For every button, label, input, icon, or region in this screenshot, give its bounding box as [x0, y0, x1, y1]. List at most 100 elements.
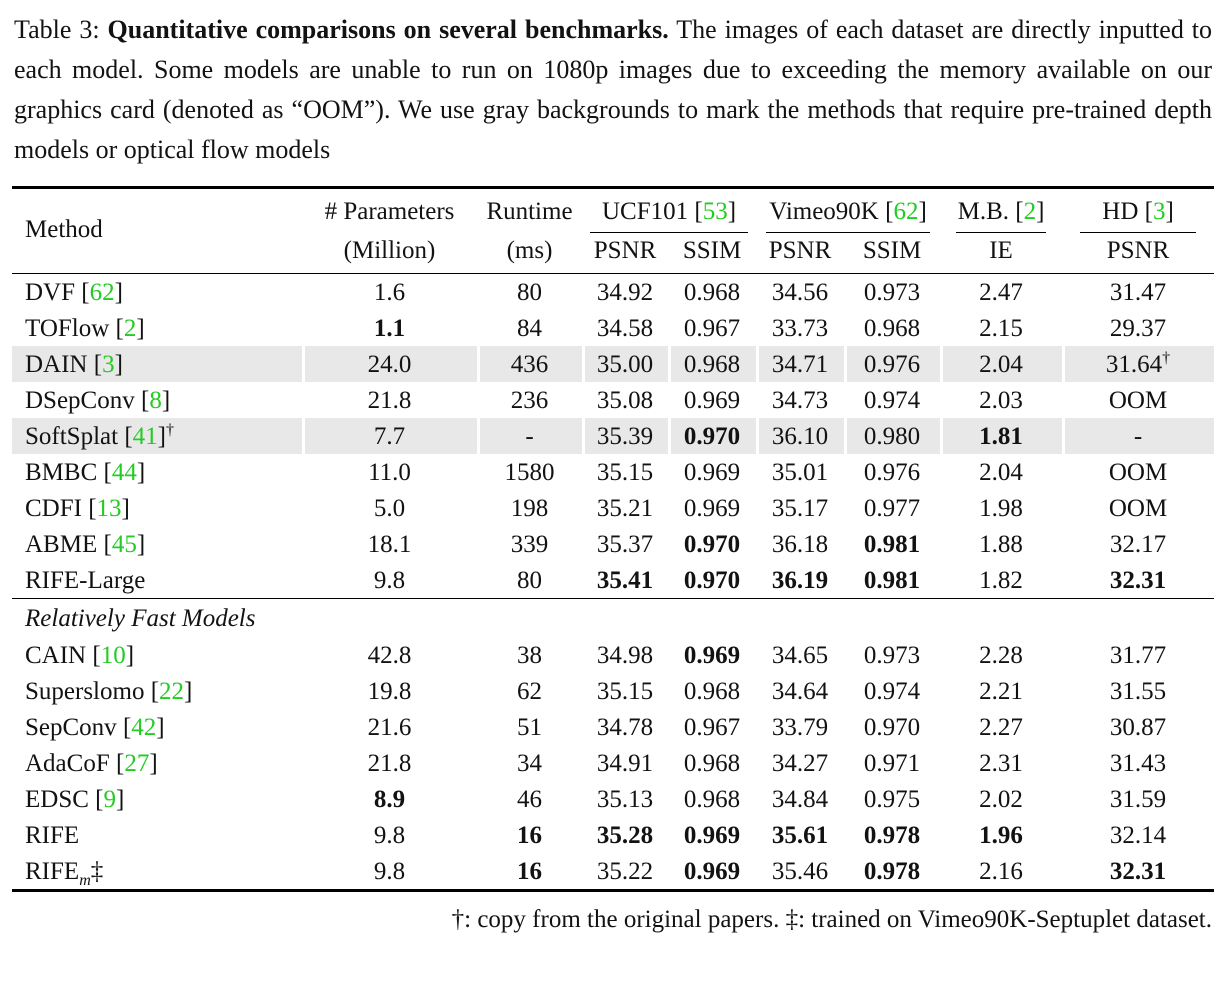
value-cell: 35.37	[596, 530, 654, 558]
method-cell: SoftSplat 41†	[12, 418, 302, 454]
value-cell: 2.31	[979, 749, 1023, 777]
value-cell: 2.47	[979, 278, 1023, 306]
method-name: DSepConv	[25, 386, 135, 414]
value-cell: 0.973	[863, 278, 921, 306]
method-name: RIFE	[25, 857, 80, 885]
value-cell: 30.87	[1109, 713, 1167, 741]
citation-link[interactable]: 44	[104, 459, 146, 486]
table-caption: Table 3: Quantitative comparisons on sev…	[14, 10, 1212, 170]
value-cell: 9.8	[373, 821, 406, 849]
method-name: SepConv	[25, 713, 117, 741]
value-cell: OOM	[1108, 458, 1168, 486]
citation-link[interactable]: 27	[116, 750, 158, 777]
value-cell: 35.22	[596, 857, 654, 885]
section-label: Relatively Fast Models	[12, 598, 1215, 637]
table-row: DVF 62 1.6 80 34.92 0.968 34.56 0.973 2.47 31.47	[12, 274, 1214, 311]
value-cell: 198	[510, 494, 549, 522]
value-cell: 35.41	[596, 566, 654, 594]
value-cell: 51	[517, 713, 542, 741]
benchmark-table: Method # Parameters Runtime UCF101 53 Vi…	[12, 186, 1215, 892]
value-cell: 0.969	[683, 458, 741, 486]
value-cell: 5.0	[373, 494, 406, 522]
value-cell: 34.98	[596, 641, 654, 669]
citation-link[interactable]: 9	[95, 786, 124, 813]
table-body: DVF 62 1.6 80 34.92 0.968 34.56 0.973 2.47 31.47…	[12, 274, 1215, 891]
citation-link[interactable]: 62	[885, 198, 927, 225]
value-cell: 34.65	[771, 641, 829, 669]
value-cell: 34	[517, 749, 542, 777]
value-cell: 1.96	[979, 821, 1023, 849]
value-cell: 35.28	[596, 821, 654, 849]
citation-link[interactable]: 8	[141, 387, 170, 414]
method-cell: DAIN 3	[12, 346, 302, 382]
value-cell: 0.969	[683, 386, 741, 414]
value-cell: 0.968	[683, 278, 741, 306]
table-row: SepConv 42 21.6 51 34.78 0.967 33.79 0.970 2.27…	[12, 709, 1214, 745]
value-cell: 34.78	[596, 713, 654, 741]
value-cell: 35.21	[596, 494, 654, 522]
value-cell: 35.61	[771, 821, 829, 849]
method-cell: Superslomo 22	[12, 673, 302, 709]
col-subheader-million: (Million)	[302, 235, 477, 274]
value-cell: 80	[517, 566, 542, 594]
method-cell: AdaCoF 27	[12, 745, 302, 781]
value-cell: 34.73	[771, 386, 829, 414]
method-cell: BMBC 44	[12, 454, 302, 490]
value-cell: -	[477, 418, 582, 454]
value-cell: 21.8	[367, 749, 412, 777]
citation-link[interactable]: 53	[694, 198, 736, 225]
dataset-name: M.B.	[957, 198, 1010, 225]
citation-link[interactable]: 62	[81, 279, 123, 306]
citation-link[interactable]: 10	[92, 642, 134, 669]
citation-link[interactable]: 3	[1145, 198, 1174, 225]
col-subheader-ms: (ms)	[477, 235, 582, 274]
value-cell: 34.84	[771, 785, 829, 813]
value-cell: 31.47	[1109, 278, 1167, 306]
method-cell: EDSC 9	[12, 781, 302, 817]
col-subheader-vimeo-ssim: SSIM	[844, 235, 941, 274]
value-cell: 236	[510, 386, 549, 414]
citation-link[interactable]: 2	[116, 315, 145, 342]
method-name: AdaCoF	[25, 749, 110, 777]
value-cell: 2.02	[979, 785, 1023, 813]
citation-link[interactable]: 45	[103, 531, 145, 558]
value-cell: 0.970	[683, 530, 741, 558]
table-row: CAIN 10 42.8 38 34.98 0.969 34.65 0.973 2.28 31.…	[12, 637, 1214, 673]
value-cell: 0.981	[863, 530, 921, 558]
value-cell: 2.16	[979, 857, 1023, 885]
header-row-groups: Method # Parameters Runtime UCF101 53 Vi…	[12, 187, 1214, 274]
value-cell: 21.8	[367, 386, 412, 414]
citation-link[interactable]: 22	[151, 678, 193, 705]
citation-link[interactable]: 42	[123, 714, 165, 741]
citation-link[interactable]: 2	[1015, 198, 1044, 225]
value-cell: 1.88	[979, 530, 1023, 558]
value-cell: 31.55	[1109, 677, 1167, 705]
value-cell: 34.27	[771, 749, 829, 777]
value-cell: 35.08	[596, 386, 654, 414]
value-cell: 0.970	[683, 566, 741, 594]
method-name: DVF	[25, 278, 76, 306]
table-footnote: †: copy from the original papers. ‡: tra…	[451, 906, 1212, 933]
value-cell: 0.968	[683, 785, 741, 813]
value-cell: 0.968	[668, 346, 757, 382]
citation-link[interactable]: 3	[94, 351, 123, 378]
value-cell: 18.1	[367, 530, 412, 558]
value-cell: 84	[517, 314, 542, 342]
value-cell: 36.18	[771, 530, 829, 558]
value-cell: 0.981	[863, 566, 921, 594]
table-row: SoftSplat 41†7.7-35.390.97036.100.9801.8…	[12, 418, 1215, 454]
method-cell: TOFlow 2	[12, 310, 302, 346]
group-header-ucf101: UCF101 53	[582, 188, 756, 236]
value-cell: 35.00	[582, 346, 668, 382]
value-cell: 29.37	[1109, 314, 1167, 342]
citation-link[interactable]: 41	[124, 423, 166, 450]
value-cell: 0.971	[863, 749, 921, 777]
value-cell: 31.77	[1109, 641, 1167, 669]
value-cell: 9.8	[373, 857, 406, 885]
value-cell: 35.39	[582, 418, 668, 454]
value-cell: 34.71	[756, 346, 845, 382]
method-name: Superslomo	[25, 677, 145, 705]
col-header-parameters: # Parameters	[324, 198, 455, 225]
citation-link[interactable]: 13	[88, 495, 130, 522]
value-cell: 2.15	[979, 314, 1023, 342]
